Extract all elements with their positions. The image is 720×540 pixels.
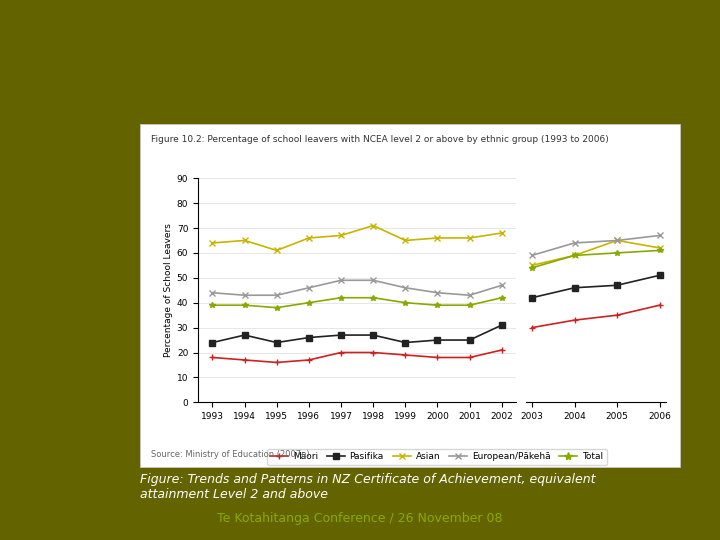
Y-axis label: Percentage of School Leavers: Percentage of School Leavers [163,224,173,357]
Total [305,300,313,306]
Māori [208,354,217,361]
Māori [305,357,313,363]
Māori [369,349,377,356]
Text: Figure: Trends and Patterns in NZ Certificate of Achievement, equivalent
attainm: Figure: Trends and Patterns in NZ Certif… [140,472,596,501]
Total [208,302,217,308]
Pasifika [208,339,217,346]
European/Pākehā [208,289,217,296]
Text: Figure 10.2: Percentage of school leavers with NCEA level 2 or above by ethnic g: Figure 10.2: Percentage of school leaver… [151,135,609,144]
European/Pākehā [498,282,506,288]
Text: Te Kotahitanga Conference / 26 November 08: Te Kotahitanga Conference / 26 November … [217,512,503,525]
Māori [433,354,442,361]
Line: Pasifika: Pasifika [210,322,505,345]
Text: Source: Ministry of Education (2007e): Source: Ministry of Education (2007e) [151,450,310,459]
Māori [465,354,474,361]
Pasifika [401,339,410,346]
Māori [498,347,506,353]
Total [369,294,377,301]
Asian [498,230,506,236]
Asian [369,222,377,229]
Line: Asian: Asian [210,222,505,253]
Total [240,302,249,308]
Line: European/Pākehā: European/Pākehā [210,278,505,298]
Pasifika [305,334,313,341]
Pasifika [433,337,442,343]
Line: Total: Total [210,295,505,310]
European/Pākehā [401,285,410,291]
Asian [272,247,281,254]
Pasifika [240,332,249,338]
Māori [401,352,410,358]
Māori [240,357,249,363]
Total [337,294,346,301]
European/Pākehā [369,277,377,284]
Asian [465,235,474,241]
Māori [337,349,346,356]
European/Pākehā [305,285,313,291]
Pasifika [337,332,346,338]
Total [401,300,410,306]
Asian [208,240,217,246]
European/Pākehā [433,289,442,296]
Māori [272,359,281,366]
European/Pākehā [240,292,249,299]
European/Pākehā [337,277,346,284]
Asian [337,232,346,239]
Pasifika [498,322,506,328]
Asian [240,237,249,244]
Legend: Māori, Pasifika, Asian, European/Pākehā, Total: Māori, Pasifika, Asian, European/Pākehā,… [266,449,607,465]
Asian [433,235,442,241]
Asian [401,237,410,244]
European/Pākehā [272,292,281,299]
Total [272,305,281,311]
Pasifika [369,332,377,338]
European/Pākehā [465,292,474,299]
Asian [305,235,313,241]
Total [433,302,442,308]
Line: Māori: Māori [210,347,505,365]
Total [498,294,506,301]
Pasifika [272,339,281,346]
Pasifika [465,337,474,343]
Total [465,302,474,308]
